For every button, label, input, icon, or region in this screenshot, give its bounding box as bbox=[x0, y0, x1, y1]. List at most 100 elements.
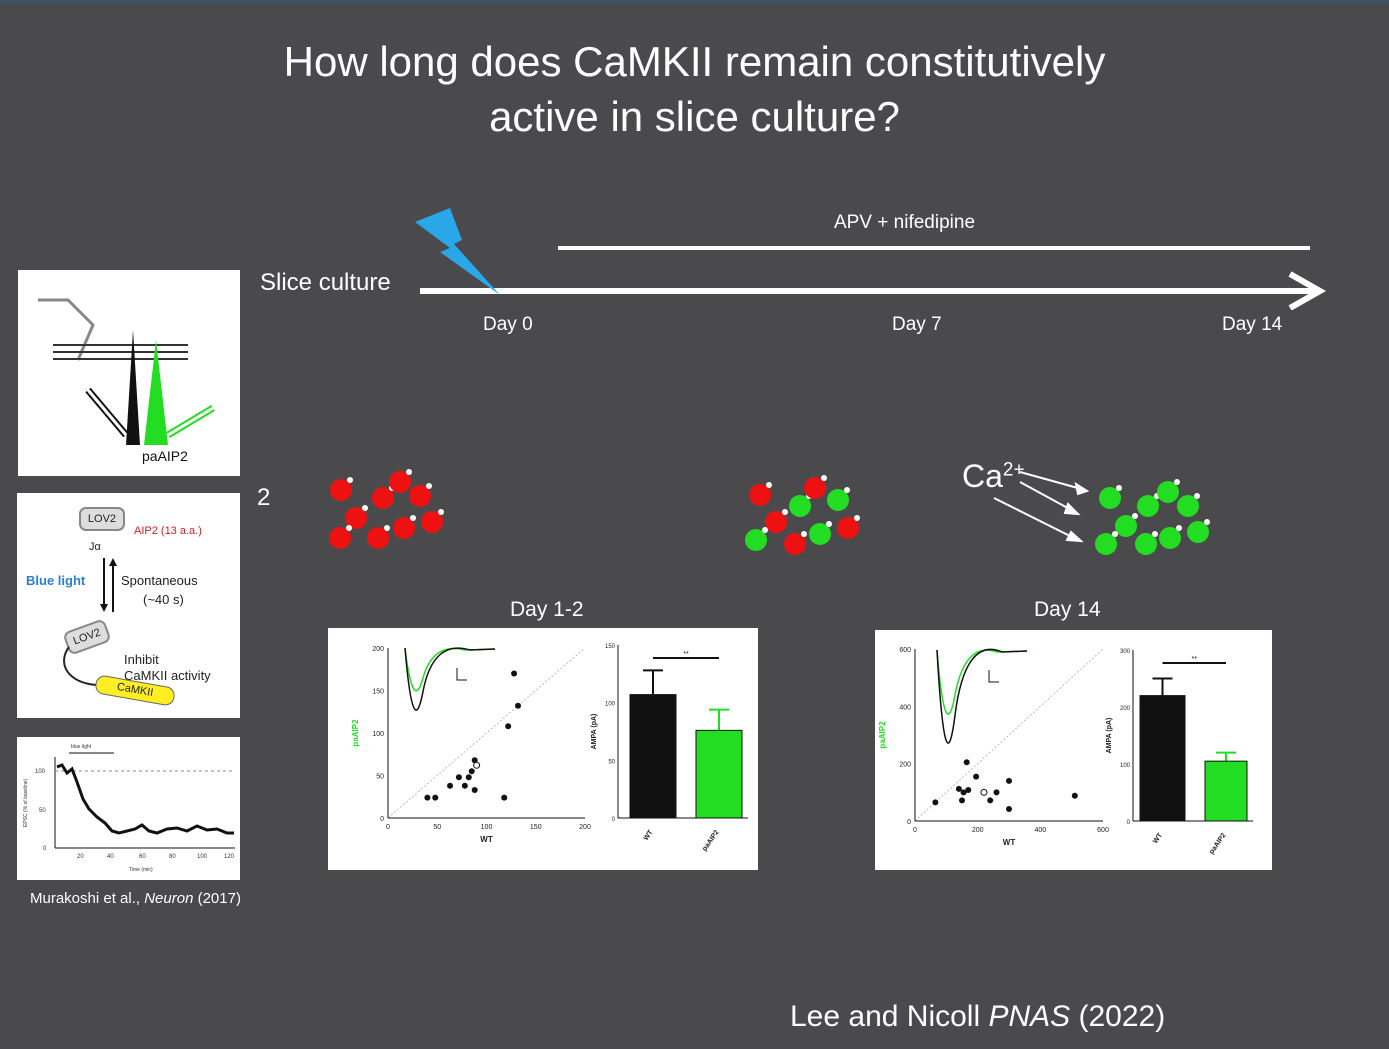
bar-category-label: paAIP2 bbox=[701, 829, 720, 853]
phosphate-dot bbox=[1174, 479, 1180, 485]
phosphate-dot bbox=[766, 482, 772, 488]
scatter-mean-point bbox=[473, 761, 481, 769]
scatter-point bbox=[1006, 805, 1012, 812]
title-line-2: active in slice culture? bbox=[489, 93, 900, 140]
chart-title-day-1-2: Day 1-2 bbox=[510, 598, 584, 621]
scale-bar bbox=[988, 670, 999, 683]
phosphate-dot bbox=[801, 531, 807, 537]
trace-ytick: 50 bbox=[39, 808, 46, 814]
inhibited-camkii-dot bbox=[1157, 481, 1179, 503]
trace-ylabel: EPSC (% of baseline) bbox=[23, 778, 29, 827]
timeline-label: Slice culture bbox=[260, 269, 391, 296]
active-camkii-dot bbox=[784, 533, 806, 555]
bar-wt bbox=[629, 694, 677, 819]
active-camkii-dot bbox=[749, 484, 771, 506]
aip2-label: AIP2 (13 a.a.) bbox=[134, 525, 202, 537]
inhibited-camkii-dot bbox=[1159, 527, 1181, 549]
trace-xtick: 80 bbox=[169, 854, 176, 860]
active-camkii-dot bbox=[329, 527, 351, 549]
murakoshi-citation: Murakoshi et al., Neuron (2017) bbox=[30, 890, 241, 907]
active-camkii-dot bbox=[345, 507, 367, 529]
scatter-point bbox=[511, 670, 518, 677]
trace-xtick: 120 bbox=[224, 854, 235, 860]
active-camkii-dot bbox=[372, 487, 394, 509]
active-camkii-dot bbox=[837, 517, 859, 539]
epsc-trace-panel: blue light 0 50 100 20 40 60 80 100 120 … bbox=[17, 737, 240, 880]
phosphate-dot bbox=[1194, 493, 1200, 499]
phosphate-dot bbox=[1176, 525, 1182, 531]
paaip2-mechanism-panel: LOV2 AIP2 (13 a.a.) Jα Blue light Sponta… bbox=[17, 493, 240, 718]
scatter-point bbox=[461, 782, 468, 789]
inhibit-camkii-label: CaMKII activity bbox=[124, 668, 211, 683]
inhibited-camkii-dot bbox=[1099, 487, 1121, 509]
phosphate-dot bbox=[438, 509, 444, 515]
phosphate-dot bbox=[844, 487, 850, 493]
camkii-molecule-clusters bbox=[329, 469, 1210, 555]
inhibited-camkii-dot bbox=[1187, 521, 1209, 543]
scatter-ylabel: paAIP2 bbox=[351, 719, 360, 747]
scatter-point bbox=[987, 797, 994, 804]
blue-light-label: Blue light bbox=[26, 573, 86, 588]
equilibrium-arrows-icon bbox=[100, 558, 117, 612]
ja-label: Jα bbox=[89, 541, 101, 553]
unity-line bbox=[914, 648, 1104, 822]
phosphate-dot bbox=[426, 483, 432, 489]
inhibited-camkii-dot bbox=[1177, 495, 1199, 517]
scatter-mean-point bbox=[980, 788, 988, 796]
trace-ytick: 0 bbox=[43, 846, 47, 852]
trace-xtick: 20 bbox=[77, 854, 84, 860]
bar-ytick: 150 bbox=[605, 644, 616, 650]
green-trace bbox=[404, 647, 496, 692]
scatter-point bbox=[447, 782, 454, 789]
trace-xtick: 60 bbox=[139, 854, 146, 860]
scatter-point bbox=[1071, 792, 1078, 799]
recording-setup-panel: paAIP2 bbox=[18, 270, 240, 476]
phosphate-dot bbox=[406, 469, 412, 475]
black-trace bbox=[936, 648, 1028, 744]
scatter-xtick: 150 bbox=[530, 824, 542, 831]
bar-ylabel: AMPA (pA) bbox=[1106, 718, 1113, 754]
inhibited-camkii-dot bbox=[809, 523, 831, 545]
scatter-ylabel: paAIP2 bbox=[878, 721, 887, 749]
calcium-label: Ca2+ bbox=[962, 458, 1025, 494]
spontaneous-label: Spontaneous bbox=[121, 573, 198, 588]
scatter-ytick: 200 bbox=[899, 762, 911, 769]
scatter-xtick: 0 bbox=[386, 824, 390, 831]
bar-ytick: 0 bbox=[1127, 820, 1131, 826]
scatter-point bbox=[965, 787, 972, 794]
inhibited-camkii-dot bbox=[745, 529, 767, 551]
phosphate-dot bbox=[1116, 485, 1122, 491]
scatter-xtick: 100 bbox=[481, 824, 493, 831]
bar-ytick: 0 bbox=[612, 817, 616, 823]
active-camkii-dot bbox=[389, 471, 411, 493]
bar-wt bbox=[1139, 695, 1186, 822]
phosphate-dot bbox=[410, 515, 416, 521]
phosphate-dot bbox=[1132, 513, 1138, 519]
day-7-label: Day 7 bbox=[892, 314, 942, 335]
significance-label: ** bbox=[683, 651, 689, 658]
inhibited-camkii-dot bbox=[1095, 533, 1117, 555]
lightning-bolt-icon bbox=[415, 208, 500, 295]
significance-label: ** bbox=[1192, 656, 1198, 663]
scatter-point bbox=[955, 785, 962, 792]
title-line-1: How long does CaMKII remain constitutive… bbox=[283, 38, 1106, 85]
scale-bar bbox=[456, 668, 467, 681]
bar-ytick: 50 bbox=[608, 759, 615, 765]
green-trace bbox=[936, 649, 1028, 715]
bar-ytick: 200 bbox=[1120, 706, 1131, 712]
active-camkii-dot bbox=[765, 511, 787, 533]
scatter-point bbox=[960, 789, 967, 796]
day-14-label: Day 14 bbox=[1222, 314, 1283, 335]
inhibited-camkii-dot bbox=[1135, 533, 1157, 555]
scatter-xlabel: WT bbox=[480, 835, 493, 844]
active-camkii-dot bbox=[409, 485, 431, 507]
window-top-bar bbox=[0, 0, 1389, 4]
scatter-point bbox=[432, 794, 439, 801]
scatter-point bbox=[465, 774, 472, 781]
active-camkii-dot bbox=[421, 511, 443, 533]
phosphate-dot bbox=[1152, 531, 1158, 537]
day-0-label: Day 0 bbox=[483, 314, 533, 335]
phosphate-dot bbox=[1204, 519, 1210, 525]
linker-line bbox=[63, 646, 98, 686]
phosphate-dot bbox=[826, 521, 832, 527]
